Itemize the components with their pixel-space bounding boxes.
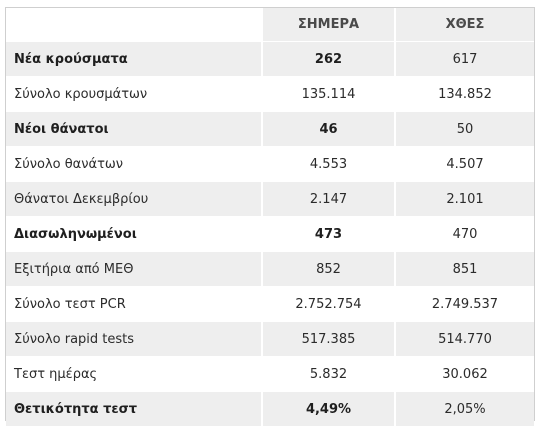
row-value-today: 517.385 <box>261 321 395 357</box>
table-row: Διασωληνωμένοι 473 470 <box>6 216 534 252</box>
row-value-yesterday: 851 <box>394 251 534 287</box>
covid-stats-table: ΣΗΜΕΡΑ ΧΘΕΣ Νέα κρούσματα 262 617 Σύνολο κρ… <box>6 8 534 427</box>
table-row: Νέοι θάνατοι 46 50 <box>6 111 534 147</box>
table-row: Σύνολο κρουσμάτων 135.114 134.852 <box>6 76 534 112</box>
row-value-yesterday: 50 <box>394 111 534 147</box>
row-value-today: 473 <box>261 216 395 252</box>
table-header-row: ΣΗΜΕΡΑ ΧΘΕΣ <box>6 8 534 42</box>
row-value-yesterday: 617 <box>394 41 534 77</box>
row-label: Διασωληνωμένοι <box>6 216 262 252</box>
row-value-today: 2.147 <box>261 181 395 217</box>
row-value-today: 262 <box>261 41 395 77</box>
table-row: Νέα κρούσματα 262 617 <box>6 41 534 77</box>
header-blank-cell <box>6 8 262 42</box>
table-row: Θετικότητα τεστ 4,49% 2,05% <box>6 391 534 427</box>
row-value-today: 2.752.754 <box>261 286 395 322</box>
row-value-yesterday: 2.749.537 <box>394 286 534 322</box>
table-row: Σύνολο rapid tests 517.385 514.770 <box>6 321 534 357</box>
covid-stats-table-container: ΣΗΜΕΡΑ ΧΘΕΣ Νέα κρούσματα 262 617 Σύνολο κρ… <box>5 7 535 427</box>
row-label: Νέοι θάνατοι <box>6 111 262 147</box>
table-row: Σύνολο τεστ PCR 2.752.754 2.749.537 <box>6 286 534 322</box>
table-body: Νέα κρούσματα 262 617 Σύνολο κρουσμάτων 135.… <box>6 41 534 427</box>
row-value-today: 46 <box>261 111 395 147</box>
header-today: ΣΗΜΕΡΑ <box>261 8 395 42</box>
table-row: Θάνατοι Δεκεμβρίου 2.147 2.101 <box>6 181 534 217</box>
row-value-yesterday: 2,05% <box>394 391 534 427</box>
table-row: Τεστ ημέρας 5.832 30.062 <box>6 356 534 392</box>
row-label: Σύνολο rapid tests <box>6 321 262 357</box>
row-label: Σύνολο θανάτων <box>6 146 262 182</box>
row-value-today: 135.114 <box>261 76 395 112</box>
row-value-today: 4.553 <box>261 146 395 182</box>
table-row: Εξιτήρια από ΜΕΘ 852 851 <box>6 251 534 287</box>
row-value-yesterday: 30.062 <box>394 356 534 392</box>
row-value-today: 852 <box>261 251 395 287</box>
row-label: Σύνολο κρουσμάτων <box>6 76 262 112</box>
row-value-yesterday: 2.101 <box>394 181 534 217</box>
row-label: Θάνατοι Δεκεμβρίου <box>6 181 262 217</box>
table-row: Σύνολο θανάτων 4.553 4.507 <box>6 146 534 182</box>
row-value-yesterday: 470 <box>394 216 534 252</box>
row-value-today: 5.832 <box>261 356 395 392</box>
row-value-today: 4,49% <box>261 391 395 427</box>
row-value-yesterday: 134.852 <box>394 76 534 112</box>
row-label: Τεστ ημέρας <box>6 356 262 392</box>
row-label: Σύνολο τεστ PCR <box>6 286 262 322</box>
row-label: Εξιτήρια από ΜΕΘ <box>6 251 262 287</box>
row-label: Νέα κρούσματα <box>6 41 262 77</box>
row-value-yesterday: 4.507 <box>394 146 534 182</box>
row-value-yesterday: 514.770 <box>394 321 534 357</box>
row-label: Θετικότητα τεστ <box>6 391 262 427</box>
header-yesterday: ΧΘΕΣ <box>394 8 534 42</box>
